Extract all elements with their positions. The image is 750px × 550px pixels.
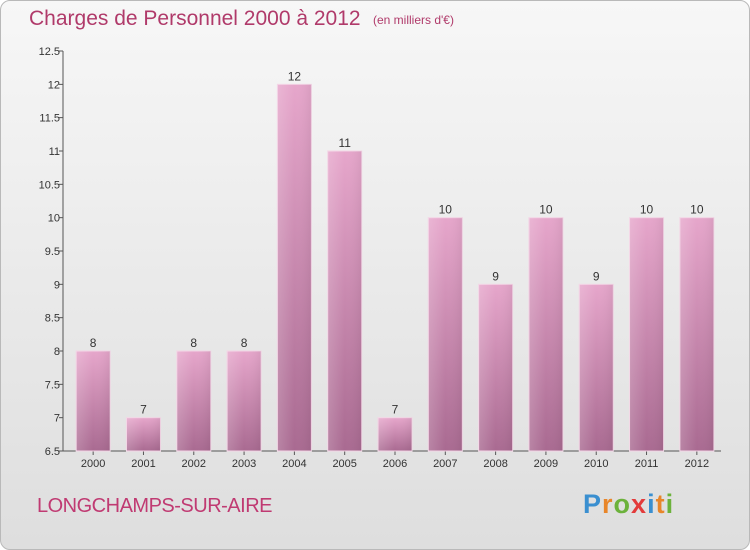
- x-tick-label: 2009: [534, 458, 558, 470]
- y-tick-label: 9: [54, 279, 60, 291]
- logo-letter: i: [665, 489, 675, 519]
- bar-shine: [528, 217, 563, 451]
- y-tick-label: 9.5: [45, 246, 60, 258]
- bar-value-label: 8: [190, 336, 197, 350]
- bar-shine: [227, 351, 262, 451]
- x-tick-label: 2006: [383, 458, 407, 470]
- bars: 8 7 8 8 12 11 7 10 9 10 9 10 10: [75, 69, 715, 452]
- y-tick-label: 12: [48, 79, 60, 91]
- bar-shine: [428, 217, 463, 451]
- bar-value-label: 10: [439, 203, 453, 217]
- y-tick-label: 11: [49, 146, 60, 158]
- x-tick-label: 2007: [433, 458, 457, 470]
- bar-shine: [76, 351, 111, 451]
- x-tick-label: 2012: [685, 458, 709, 470]
- x-tick-label: 2003: [232, 458, 256, 470]
- y-tick-label: 10.5: [39, 179, 60, 191]
- logo-letter: x: [631, 489, 648, 519]
- bar-shine: [327, 151, 362, 451]
- y-tick-label: 12.5: [39, 46, 60, 58]
- bar-shine: [478, 284, 513, 451]
- bar-value-label: 10: [690, 203, 704, 217]
- chart-subtitle: (en milliers d'€): [373, 13, 454, 27]
- x-tick-label: 2008: [483, 458, 507, 470]
- bar-shine: [629, 217, 664, 451]
- x-tick-label: 2002: [182, 458, 206, 470]
- bar-shine: [277, 84, 312, 451]
- x-tick-label: 2001: [131, 458, 155, 470]
- bar-shine: [378, 417, 412, 451]
- commune-name: LONGCHAMPS-SUR-AIRE: [37, 495, 272, 517]
- bar-shine: [126, 417, 161, 451]
- y-tick-label: 7: [54, 413, 60, 425]
- bar-shine: [679, 217, 714, 451]
- y-tick-label: 6.5: [45, 446, 60, 458]
- y-tick-label: 10: [48, 213, 60, 225]
- bar-value-label: 7: [140, 403, 147, 417]
- y-tick-label: 8: [54, 346, 60, 358]
- x-tick-label: 2000: [81, 458, 105, 470]
- logo-letter: P: [583, 489, 603, 519]
- proxiti-logo: Proxiti: [583, 489, 674, 520]
- bar-value-label: 10: [640, 203, 654, 217]
- bar-shine: [579, 284, 614, 451]
- logo-letter: o: [613, 489, 632, 519]
- bar-value-label: 7: [392, 403, 399, 417]
- bar-value-label: 10: [539, 203, 553, 217]
- y-tick-label: 8.5: [45, 313, 60, 325]
- bar-value-label: 11: [338, 136, 351, 150]
- bar-value-label: 9: [593, 269, 600, 283]
- x-tick-label: 2004: [282, 458, 306, 470]
- logo-letter: r: [602, 489, 614, 519]
- x-tick-label: 2011: [635, 458, 659, 470]
- y-tick-label: 11.5: [39, 113, 60, 125]
- logo-letter: i: [647, 489, 656, 519]
- bar-value-label: 9: [492, 269, 499, 283]
- x-tick-label: 2005: [332, 458, 356, 470]
- x-tick-label: 2010: [584, 458, 608, 470]
- bar-value-label: 8: [90, 336, 97, 350]
- bar-value-label: 12: [288, 69, 302, 83]
- bar-value-label: 8: [241, 336, 248, 350]
- logo-letter: t: [655, 489, 666, 519]
- bar-shine: [176, 351, 211, 451]
- y-tick-label: 7.5: [45, 379, 60, 391]
- chart-title: Charges de Personnel 2000 à 2012: [29, 7, 361, 30]
